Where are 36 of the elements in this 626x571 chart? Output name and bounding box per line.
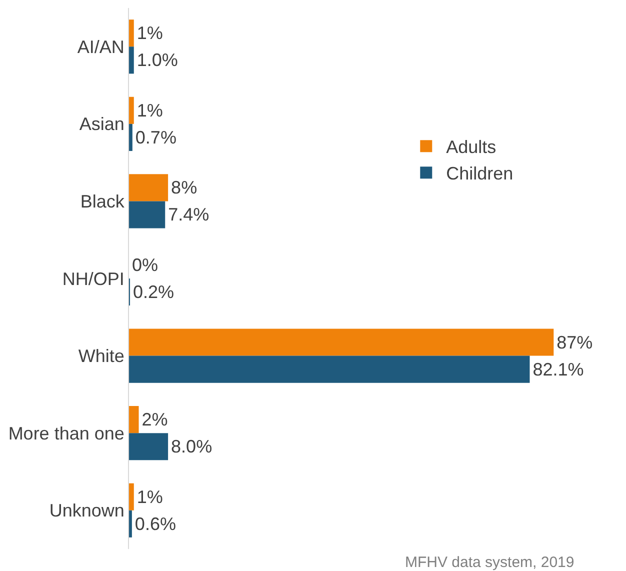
y-tick-label: White [78,346,124,366]
data-label: 1.0% [136,50,178,70]
bar [129,174,168,202]
data-label: 82.1% [532,359,584,380]
y-tick-label: Unknown [49,500,124,521]
data-label: 1% [136,486,163,507]
y-tick-label: Black [80,192,126,212]
data-label: 1% [136,100,163,120]
bar [129,20,134,47]
bar [129,483,134,510]
data-label: 8.0% [171,436,212,457]
y-tick-label: Asian [79,114,124,134]
data-label: 0% [132,254,158,275]
data-label: 0.2% [133,282,174,302]
y-tick-label: NH/OPI [62,268,124,289]
data-label: 7.4% [168,204,210,225]
data-label: 0.6% [134,514,176,534]
bar [129,356,530,383]
bar [129,124,132,151]
data-label: 1% [136,23,163,44]
legend-label: Adults [446,137,496,158]
text: MFHV data system, 2019 [405,554,574,571]
bar [129,510,132,538]
legend-label: Children [446,164,514,184]
y-tick-label: More than one [8,423,124,444]
bar [129,96,134,124]
bar [129,406,139,434]
data-label: 8% [171,178,198,198]
bar [129,201,166,228]
y-tick-label: AI/AN [77,36,124,57]
data-label: 0.7% [135,127,176,148]
bar [129,46,134,74]
bar [129,328,554,356]
bar [129,433,168,460]
data-label: 2% [142,410,168,430]
data-label: 87% [556,332,593,352]
